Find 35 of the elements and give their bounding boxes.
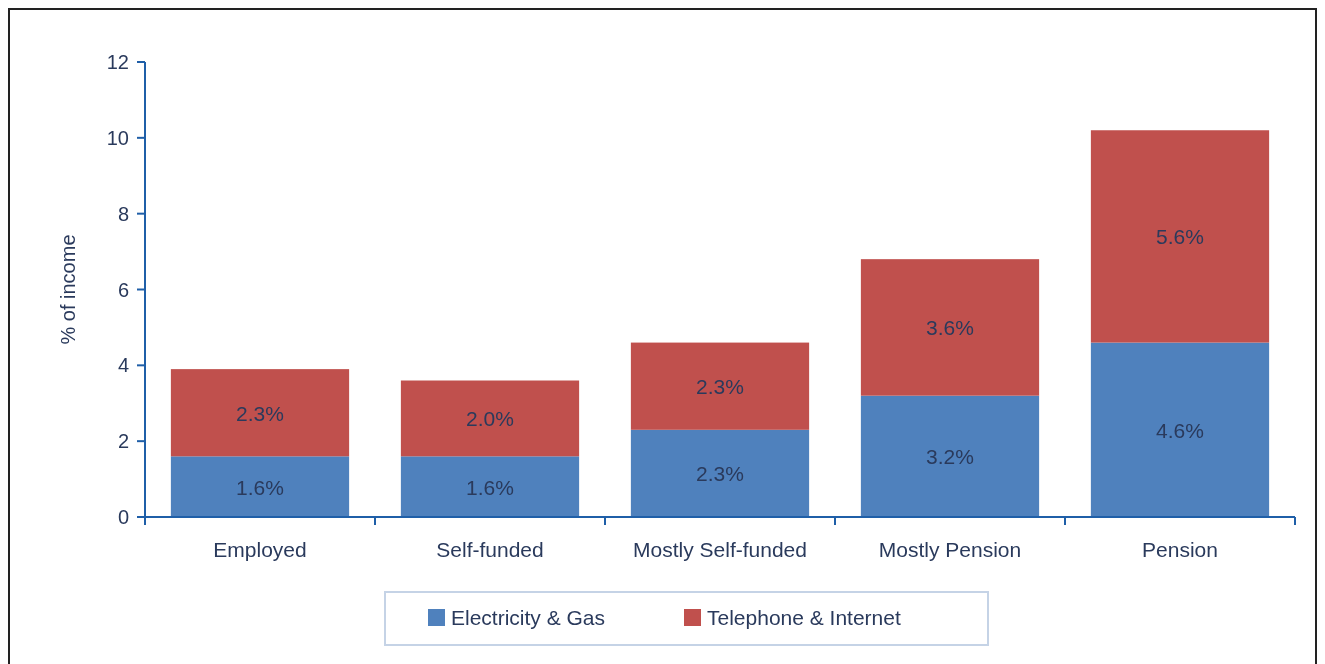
bar [1090,130,1270,343]
bar [630,429,810,517]
data-label: 1.6% [236,475,284,499]
x-tick-label: Mostly Self-funded [633,538,807,561]
legend-label: Electricity & Gas [451,606,606,629]
y-tick-label: 8 [117,202,129,225]
bar [400,380,580,457]
y-tick-label: 10 [106,126,129,149]
y-tick-label: 12 [106,51,129,73]
data-label: 2.3% [696,375,744,399]
legend-label: Telephone & Internet [707,606,901,629]
data-label: 1.6% [466,475,514,499]
bar [170,369,350,457]
data-label: 2.0% [466,407,514,431]
x-tick-label: Mostly Pension [878,538,1022,561]
x-tick-label: Employed [213,538,307,561]
x-tick-label: Self-funded [436,538,544,561]
y-tick-label: 4 [117,354,129,377]
bar [860,395,1040,517]
data-label: 3.2% [926,445,974,469]
data-label: 3.6% [926,316,974,340]
data-label: 2.3% [236,401,284,425]
x-tick-label: Pension [1142,538,1218,561]
y-tick-label: 0 [117,506,129,528]
y-tick-label: 2 [117,430,129,453]
bar [170,456,350,517]
bar [1090,342,1270,517]
bar [860,259,1040,396]
data-label: 2.3% [696,462,744,486]
bar [630,342,810,430]
data-label: 4.6% [1156,418,1204,442]
bar [400,456,580,517]
y-tick-label: 6 [117,278,129,301]
y-axis-title: % of income [57,234,79,345]
data-label: 5.6% [1156,225,1204,249]
